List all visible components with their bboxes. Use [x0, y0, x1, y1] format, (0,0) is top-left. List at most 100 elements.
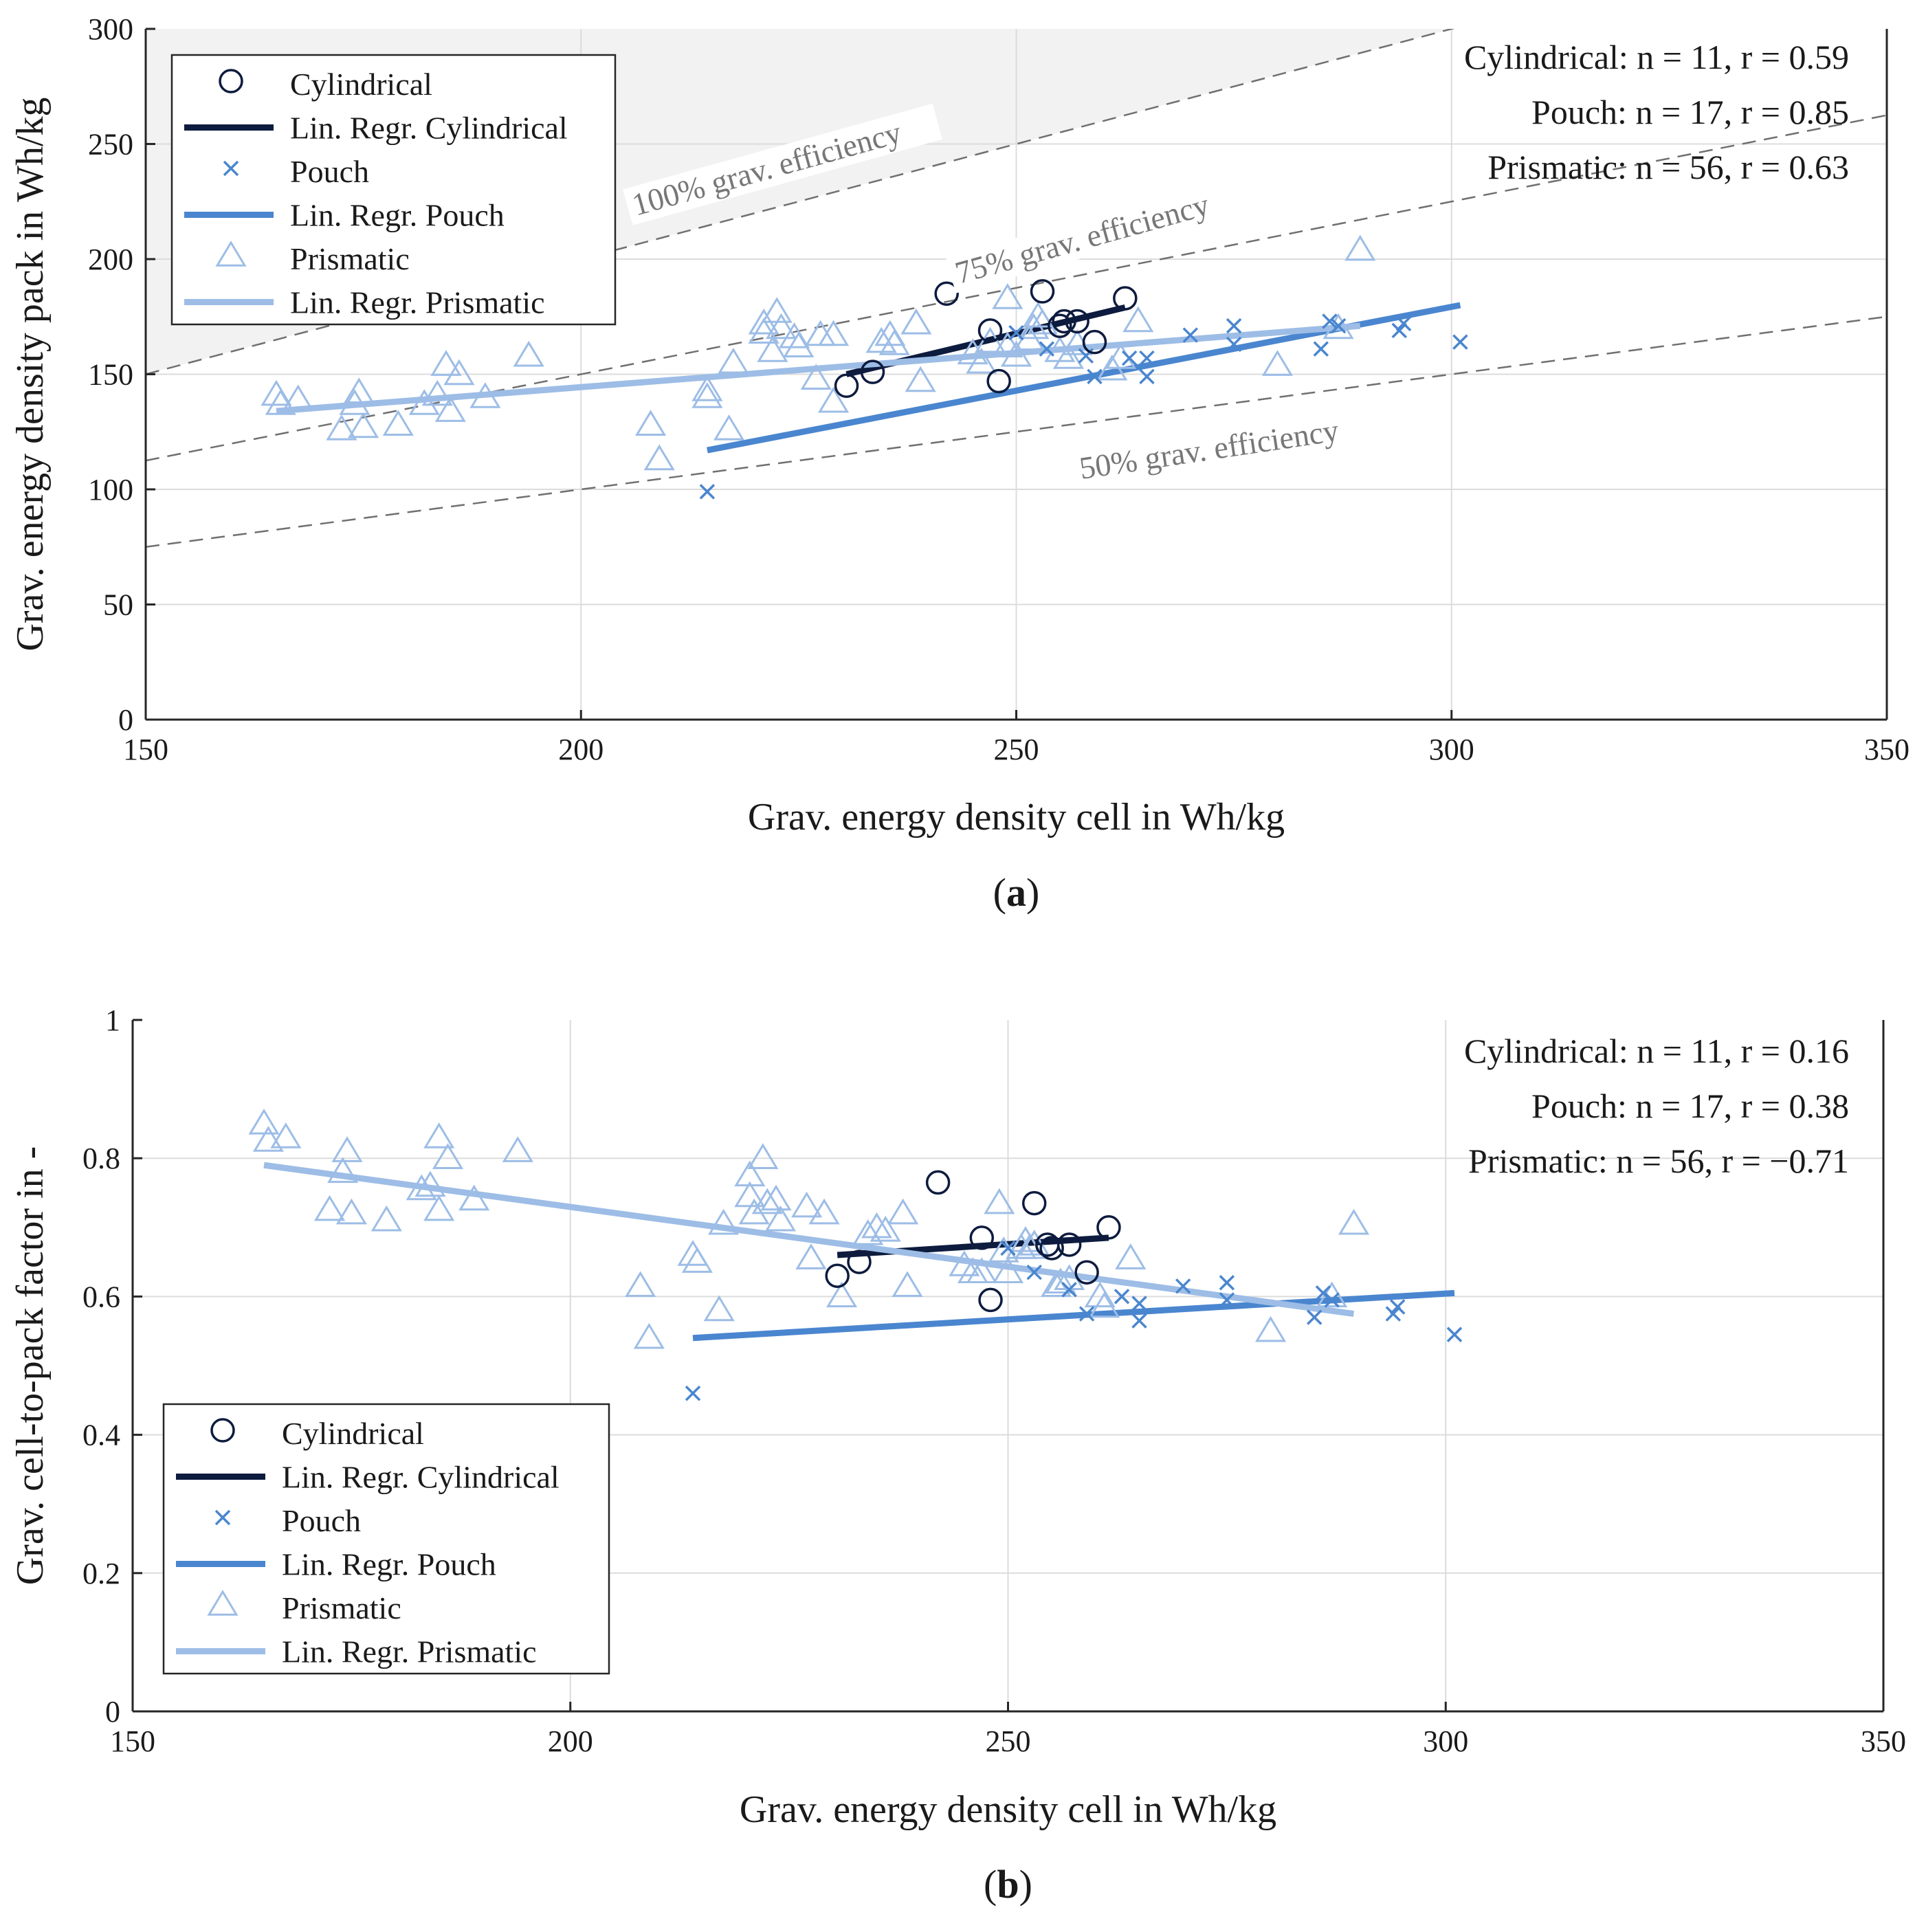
panel-a-pouch-point [1182, 327, 1199, 343]
panel-a-prismatic-point [817, 320, 850, 346]
panel-a-legend-label: Lin. Regr. Pouch [290, 198, 505, 233]
panel-b-legend-label: Lin. Regr. Prismatic [282, 1634, 537, 1669]
panel-b-prismatic-point [406, 1174, 437, 1201]
panel-a-prismatic-point [643, 444, 675, 471]
panel-b-prismatic-point [1254, 1315, 1287, 1342]
panel-b-prismatic-point [760, 1184, 792, 1211]
panel-b-prismatic-point [852, 1219, 884, 1245]
panel-b-prismatic-point [681, 1247, 713, 1273]
panel-b-caption-open: ( [984, 1862, 997, 1907]
panel-b-legend-label: Pouch [282, 1503, 361, 1538]
panel-a-prismatic-point [900, 308, 932, 335]
panel-b-y-tick-label: 0.2 [82, 1557, 120, 1590]
panel-a-y-tick-label: 150 [88, 358, 133, 392]
panel-b-prismatic-point [423, 1195, 455, 1221]
panel-b-y-tick-label: 0.6 [82, 1280, 120, 1313]
panel-a-cylindrical-point [1030, 279, 1055, 304]
panel-a-prismatic-point [326, 414, 357, 441]
panel-a-cylindrical-point [1065, 309, 1089, 334]
panel-a-legend-marker-prismatic [215, 241, 247, 267]
panel-a-y-tick-label: 100 [88, 473, 133, 507]
panel-b-cylindrical-point [978, 1287, 1003, 1313]
panel-a-legend-label: Pouch [290, 154, 369, 189]
panel-a-caption: (a) [993, 870, 1040, 915]
panel-b-prismatic-point [677, 1240, 709, 1266]
panel-b-prismatic-point [270, 1122, 302, 1148]
panel-a-prismatic-point [800, 364, 832, 390]
panel-b-prismatic-point [795, 1243, 827, 1269]
panel-a-legend-label: Cylindrical [290, 67, 432, 102]
panel-b-prismatic-point [966, 1257, 997, 1283]
panel-a-prismatic-point [804, 320, 837, 346]
panel-b-prismatic-point [327, 1157, 359, 1184]
panel-b-prismatic-point [790, 1191, 823, 1218]
panel-b-x-tick-label: 150 [110, 1724, 155, 1758]
panel-b-prismatic-point [252, 1126, 284, 1152]
panel-b-pouch-point [685, 1386, 701, 1401]
panel-a-prismatic-point [1322, 313, 1354, 340]
panel-b-y-tick-label: 1 [105, 1003, 120, 1037]
panel-a-efficiency-line [146, 114, 1887, 462]
panel-b-pouch-point [1114, 1289, 1130, 1304]
panel-a-prismatic-point [1261, 350, 1294, 376]
panel-a-y-tick-label: 250 [88, 128, 133, 162]
panel-a-prismatic-point [443, 359, 475, 386]
panel-a-prismatic-point [343, 377, 375, 404]
panel-b-cylindrical-point [825, 1263, 850, 1288]
panel-b-pouch-point [1078, 1306, 1095, 1322]
panel-a-efficiency-line [146, 315, 1887, 548]
panel-a-efficiency-label-bg [946, 175, 1252, 293]
panel-a-x-tick-label: 250 [994, 733, 1039, 766]
panel-a-pouch-point [1139, 350, 1155, 366]
panel-a-legend-marker-cylindrical [219, 69, 243, 93]
panel-b-y-tick-label: 0.8 [82, 1142, 120, 1175]
panel-a-pouch-point [1330, 318, 1347, 334]
panel-a-pouch-point [1008, 324, 1024, 341]
panel-b-pouch-point [1446, 1326, 1463, 1342]
panel-b-x-tick-label: 300 [1423, 1724, 1468, 1758]
panel-a-legend-box [170, 54, 617, 326]
panel-b-prismatic-point [734, 1160, 766, 1187]
panel-b-prismatic-point [502, 1136, 533, 1162]
panel-b-cylindrical-point [1096, 1215, 1121, 1240]
panel-a-prismatic-point [691, 375, 723, 401]
panel-b-prismatic-point [1338, 1208, 1370, 1235]
panel-b-pouch-point [1219, 1275, 1235, 1291]
panel-b-pouch-point [1315, 1285, 1331, 1301]
panel-a-pouch-point [1226, 318, 1242, 334]
panel-a-stat-text: Prismatic: n = 56, r = 0.63 [1487, 148, 1849, 186]
panel-a-legend-label: Lin. Regr. Cylindrical [290, 111, 568, 146]
panel-a-pouch-point [699, 484, 716, 500]
panel-b-pouch-point [1306, 1309, 1322, 1325]
panel-b-legend: Cylindrical Lin. Regr. Cylindrical Pouch Li… [162, 1403, 610, 1675]
panel-b-pouch-point [1219, 1292, 1235, 1308]
panel-b-prismatic-point [248, 1108, 280, 1135]
panel-a-prismatic-point [421, 379, 453, 406]
panel-b-y-tick-label: 0 [105, 1695, 120, 1729]
panel-b-pouch-point [1131, 1313, 1147, 1329]
panel-b-prismatic-point [861, 1212, 893, 1239]
panel-b-legend-marker-prismatic [207, 1590, 239, 1616]
panel-b-pouch-point [1061, 1282, 1077, 1298]
panel-a-prismatic-point [469, 382, 501, 408]
panel-b-prismatic-point [984, 1188, 1015, 1214]
chart-panel-b: 150 200 250 300 350 0 0.2 0.4 0.6 0.8 1 Grav. energ… [9, 1003, 1906, 1907]
panel-a-x-tick-label: 150 [123, 733, 168, 766]
panel-b-prismatic-point [414, 1170, 446, 1197]
panel-b-stat-text: Cylindrical: n = 11, r = 0.16 [1464, 1032, 1849, 1070]
panel-b-stat-text: Prismatic: n = 56, r = −0.71 [1468, 1142, 1849, 1180]
panel-b-prismatic-point [313, 1195, 346, 1221]
panel-a-pouch-point [1226, 336, 1242, 353]
panel-b-caption: (b) [984, 1862, 1032, 1907]
panel-a-prismatic-point [434, 396, 466, 422]
panel-b-prismatic-point [1045, 1267, 1076, 1294]
panel-a-caption-close: ) [1026, 870, 1039, 915]
panel-b-cylindrical-point [925, 1170, 951, 1195]
panel-b-prismatic-point [738, 1198, 770, 1225]
panel-b-prismatic-point [887, 1198, 919, 1225]
panel-b-pouch-point [1131, 1296, 1147, 1311]
panel-a-prismatic-point [761, 297, 793, 323]
panel-a-prismatic-point [691, 382, 723, 408]
